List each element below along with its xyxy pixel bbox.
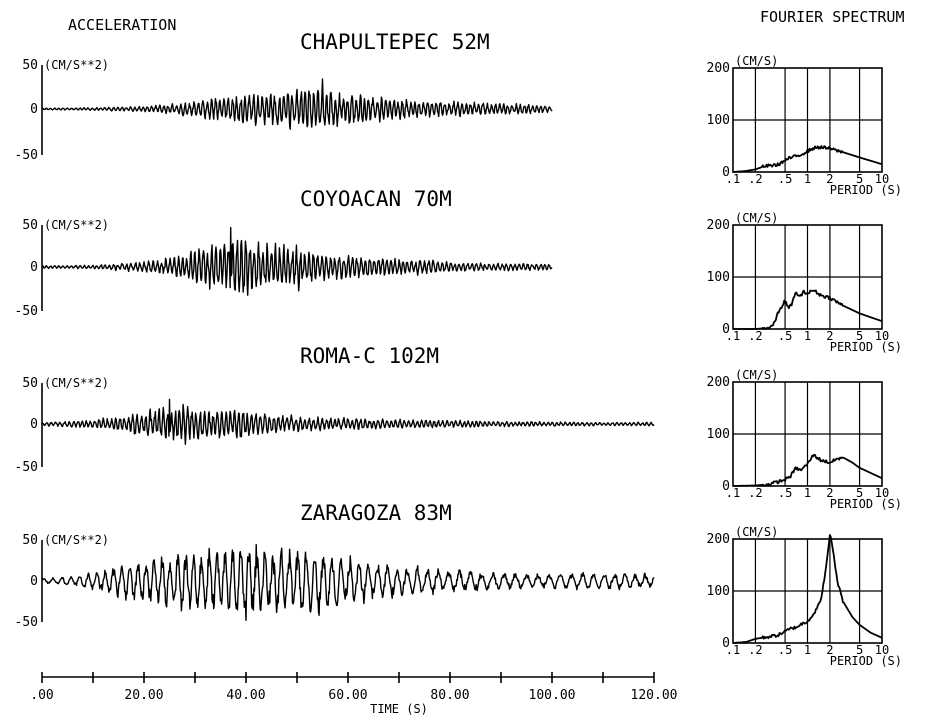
acceleration-header: ACCELERATION — [68, 16, 176, 34]
spectrum-y-tick-label: 100 — [707, 270, 730, 285]
y-tick-label: 50 — [22, 58, 38, 73]
time-tick-label: .00 — [30, 688, 53, 703]
time-tick-label: 100.00 — [529, 688, 576, 703]
spectrum-x-tick-label: .2 — [748, 486, 762, 500]
y-tick-label: -50 — [15, 460, 38, 475]
spectrum-x-tick-label: 2 — [826, 329, 833, 343]
acceleration-trace — [41, 398, 655, 445]
spectrum-y-tick-label: 200 — [707, 218, 730, 233]
acceleration-unit-label: (CM/S**2) — [44, 376, 109, 390]
y-tick-label: 0 — [30, 417, 38, 432]
spectrum-curve — [733, 289, 883, 330]
spectrum-x-tick-label: .1 — [726, 643, 740, 657]
spectrum-x-tick-label: .1 — [726, 486, 740, 500]
spectrum-x-tick-label: .2 — [748, 329, 762, 343]
y-tick-label: 50 — [22, 376, 38, 391]
y-tick-label: -50 — [15, 615, 38, 630]
station-title: ROMA-C 102M — [300, 344, 439, 368]
time-tick-label: 60.00 — [328, 688, 367, 703]
spectrum-x-axis-label: PERIOD (S) — [830, 497, 902, 511]
acceleration-unit-label: (CM/S**2) — [44, 218, 109, 232]
spectrum-x-tick-label: 1 — [804, 486, 811, 500]
y-tick-label: 50 — [22, 533, 38, 548]
spectrum-x-tick-label: 1 — [804, 172, 811, 186]
acceleration-trace — [41, 543, 655, 622]
spectrum-x-tick-label: 10 — [875, 172, 889, 186]
acceleration-trace — [41, 78, 553, 130]
spectrum-y-tick-label: 0 — [722, 636, 730, 651]
spectrum-y-tick-label: 0 — [722, 165, 730, 180]
spectrum-y-tick-label: 100 — [707, 113, 730, 128]
acceleration-panel: ZARAGOZA 83M (CM/S**2) 50 0 -50 — [15, 501, 655, 630]
spectrum-y-tick-label: 0 — [722, 479, 730, 494]
spectrum-x-tick-label: 10 — [875, 643, 889, 657]
time-tick-label: 80.00 — [430, 688, 469, 703]
spectrum-x-tick-label: 5 — [856, 329, 863, 343]
spectrum-x-tick-label: .5 — [778, 643, 792, 657]
spectrum-x-tick-label: 10 — [875, 486, 889, 500]
spectrum-x-tick-label: 5 — [856, 172, 863, 186]
spectrum-curve — [732, 534, 883, 644]
acceleration-panel: ROMA-C 102M (CM/S**2) 50 0 -50 — [15, 344, 655, 475]
spectrum-x-tick-label: .2 — [748, 172, 762, 186]
y-tick-label: 0 — [30, 260, 38, 275]
y-tick-label: 0 — [30, 574, 38, 589]
y-tick-label: 0 — [30, 102, 38, 117]
spectrum-y-tick-label: 200 — [707, 375, 730, 390]
spectrum-x-tick-label: 10 — [875, 329, 889, 343]
spectrum-unit-label: (CM/S) — [735, 211, 778, 225]
station-title: ZARAGOZA 83M — [300, 501, 452, 525]
spectrum-x-tick-label: 2 — [826, 643, 833, 657]
spectrum-curve — [732, 453, 883, 487]
spectrum-curve — [732, 145, 883, 173]
fourier-spectrum-header: FOURIER SPECTRUM — [760, 8, 905, 26]
spectrum-x-tick-label: 2 — [826, 486, 833, 500]
spectrum-unit-label: (CM/S) — [735, 368, 778, 382]
station-title: COYOACAN 70M — [300, 187, 452, 211]
acceleration-trace — [41, 226, 553, 296]
spectrum-y-tick-label: 100 — [707, 584, 730, 599]
spectrum-x-axis-label: PERIOD (S) — [830, 340, 902, 354]
y-tick-label: -50 — [15, 148, 38, 163]
time-axis: .00 20.00 40.00 60.00 80.00 100.00 120.00 TIME … — [30, 672, 677, 716]
spectrum-x-tick-label: .1 — [726, 329, 740, 343]
station-title: CHAPULTEPEC 52M — [300, 30, 490, 54]
spectrum-y-tick-label: 0 — [722, 322, 730, 337]
spectrum-x-axis-label: PERIOD (S) — [830, 654, 902, 668]
y-tick-label: 50 — [22, 218, 38, 233]
acceleration-panel: COYOACAN 70M (CM/S**2) 50 0 -50 — [15, 187, 553, 319]
spectrum-x-tick-label: 5 — [856, 486, 863, 500]
acceleration-unit-label: (CM/S**2) — [44, 533, 109, 547]
time-tick-label: 120.00 — [631, 688, 678, 703]
spectrum-x-tick-label: 1 — [804, 329, 811, 343]
spectrum-x-tick-label: .5 — [778, 329, 792, 343]
spectrum-y-tick-label: 100 — [707, 427, 730, 442]
spectrum-x-tick-label: 5 — [856, 643, 863, 657]
time-tick-label: 40.00 — [226, 688, 265, 703]
spectrum-x-tick-label: .5 — [778, 486, 792, 500]
y-tick-label: -50 — [15, 304, 38, 319]
spectrum-x-tick-label: .5 — [778, 172, 792, 186]
spectrum-x-tick-label: 1 — [804, 643, 811, 657]
time-axis-label: TIME (S) — [370, 702, 428, 716]
acceleration-unit-label: (CM/S**2) — [44, 58, 109, 72]
spectrum-x-tick-label: .2 — [748, 643, 762, 657]
spectrum-x-tick-label: .1 — [726, 172, 740, 186]
spectrum-y-tick-label: 200 — [707, 61, 730, 76]
spectrum-y-tick-label: 200 — [707, 532, 730, 547]
acceleration-panel: CHAPULTEPEC 52M (CM/S**2) 50 0 -50 — [15, 30, 553, 163]
spectrum-x-tick-label: 2 — [826, 172, 833, 186]
spectrum-unit-label: (CM/S) — [735, 54, 778, 68]
spectrum-unit-label: (CM/S) — [735, 525, 778, 539]
spectrum-x-axis-label: PERIOD (S) — [830, 183, 902, 197]
time-tick-label: 20.00 — [124, 688, 163, 703]
